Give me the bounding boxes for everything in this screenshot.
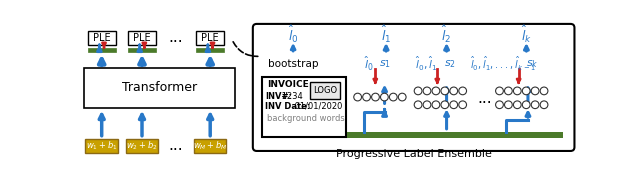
Text: INVOICE: INVOICE bbox=[267, 80, 308, 89]
Text: background words: background words bbox=[267, 114, 344, 123]
Bar bbox=[196, 48, 224, 52]
Bar bbox=[128, 48, 156, 52]
Text: PLE: PLE bbox=[202, 33, 219, 43]
Circle shape bbox=[398, 93, 406, 101]
Text: PLE: PLE bbox=[133, 33, 151, 43]
Circle shape bbox=[432, 101, 440, 109]
Circle shape bbox=[450, 101, 458, 109]
Text: INV Date:: INV Date: bbox=[265, 102, 310, 111]
Bar bbox=[262, 77, 346, 137]
Circle shape bbox=[389, 93, 397, 101]
Circle shape bbox=[381, 93, 388, 101]
Circle shape bbox=[354, 93, 362, 101]
Circle shape bbox=[423, 101, 431, 109]
Circle shape bbox=[522, 87, 530, 95]
Text: 1234: 1234 bbox=[279, 92, 303, 101]
Circle shape bbox=[513, 87, 521, 95]
Circle shape bbox=[504, 101, 512, 109]
Circle shape bbox=[450, 87, 458, 95]
Circle shape bbox=[495, 87, 503, 95]
Text: $\hat{l}_2$: $\hat{l}_2$ bbox=[442, 23, 452, 44]
Circle shape bbox=[540, 87, 548, 95]
Text: $w_M+b_M$: $w_M+b_M$ bbox=[193, 139, 228, 152]
Circle shape bbox=[513, 101, 521, 109]
Circle shape bbox=[531, 101, 539, 109]
Text: ...: ... bbox=[169, 30, 184, 45]
Text: LOGO: LOGO bbox=[313, 86, 337, 95]
Circle shape bbox=[531, 87, 539, 95]
Text: PLE: PLE bbox=[93, 33, 111, 43]
Bar bbox=[348, 132, 563, 138]
Text: $\hat{l}_k$: $\hat{l}_k$ bbox=[521, 23, 532, 44]
Text: $s_k$: $s_k$ bbox=[526, 58, 539, 70]
Text: ...: ... bbox=[477, 91, 492, 106]
Bar bbox=[88, 31, 116, 45]
Bar bbox=[310, 82, 340, 99]
FancyBboxPatch shape bbox=[253, 24, 575, 151]
Text: ...: ... bbox=[169, 138, 184, 153]
Text: Progressive Label Ensemble: Progressive Label Ensemble bbox=[336, 149, 492, 159]
Circle shape bbox=[414, 87, 422, 95]
Text: $w_1+b_1$: $w_1+b_1$ bbox=[86, 139, 118, 152]
Circle shape bbox=[372, 93, 380, 101]
Circle shape bbox=[540, 101, 548, 109]
Circle shape bbox=[423, 87, 431, 95]
Circle shape bbox=[441, 101, 449, 109]
Text: $\hat{l}_1$: $\hat{l}_1$ bbox=[381, 23, 391, 44]
Text: $\hat{l}_0$: $\hat{l}_0$ bbox=[364, 55, 374, 73]
Circle shape bbox=[363, 93, 371, 101]
Circle shape bbox=[459, 87, 467, 95]
Circle shape bbox=[432, 87, 440, 95]
Bar bbox=[128, 31, 156, 45]
Circle shape bbox=[441, 87, 449, 95]
Text: $s_2$: $s_2$ bbox=[444, 58, 456, 70]
Text: Transformer: Transformer bbox=[122, 81, 197, 94]
Bar bbox=[84, 68, 235, 108]
Circle shape bbox=[522, 101, 530, 109]
Text: $\hat{l}_0$: $\hat{l}_0$ bbox=[288, 23, 298, 44]
Bar bbox=[196, 31, 224, 45]
Bar bbox=[125, 139, 158, 152]
Bar bbox=[88, 48, 116, 52]
Circle shape bbox=[459, 101, 467, 109]
Circle shape bbox=[414, 101, 422, 109]
Circle shape bbox=[504, 87, 512, 95]
Text: INV#:: INV#: bbox=[265, 92, 292, 101]
Bar bbox=[194, 139, 227, 152]
Text: 01/01/2020: 01/01/2020 bbox=[292, 102, 342, 111]
Text: $s_1$: $s_1$ bbox=[378, 58, 390, 70]
Text: $\hat{l}_0,\hat{l}_1,...,\hat{l}_{k-1}$: $\hat{l}_0,\hat{l}_1,...,\hat{l}_{k-1}$ bbox=[470, 55, 536, 73]
Circle shape bbox=[495, 101, 503, 109]
Bar bbox=[85, 139, 118, 152]
Text: $\hat{l}_0,\hat{l}_1$: $\hat{l}_0,\hat{l}_1$ bbox=[415, 55, 438, 73]
Text: bootstrap: bootstrap bbox=[268, 59, 318, 69]
Text: $w_2+b_2$: $w_2+b_2$ bbox=[126, 139, 158, 152]
